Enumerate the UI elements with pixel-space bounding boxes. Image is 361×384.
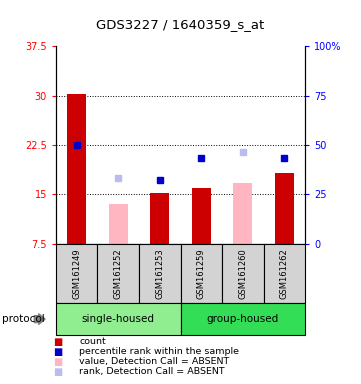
Text: protocol: protocol	[2, 314, 44, 324]
Bar	[109, 204, 127, 244]
Bar	[56, 303, 180, 335]
Text: ■: ■	[53, 337, 62, 347]
Bar	[180, 244, 222, 303]
Bar	[222, 244, 264, 303]
Text: rank, Detection Call = ABSENT: rank, Detection Call = ABSENT	[79, 367, 225, 376]
Bar	[192, 188, 210, 244]
Bar	[97, 244, 139, 303]
Bar	[56, 244, 97, 303]
Text: group-housed: group-housed	[206, 314, 279, 324]
Bar	[68, 94, 86, 244]
Text: GSM161259: GSM161259	[197, 248, 206, 299]
Bar	[275, 173, 293, 244]
Text: percentile rank within the sample: percentile rank within the sample	[79, 347, 239, 356]
Bar	[234, 182, 252, 244]
Text: GSM161260: GSM161260	[238, 248, 247, 299]
Bar	[139, 244, 180, 303]
Text: single-housed: single-housed	[82, 314, 155, 324]
Text: ■: ■	[53, 357, 62, 367]
Text: GSM161253: GSM161253	[155, 248, 164, 299]
Text: GSM161252: GSM161252	[114, 248, 123, 299]
Text: ■: ■	[53, 367, 62, 377]
Text: count: count	[79, 337, 106, 346]
Bar	[151, 193, 169, 244]
Text: ■: ■	[53, 347, 62, 357]
Text: GDS3227 / 1640359_s_at: GDS3227 / 1640359_s_at	[96, 18, 265, 31]
Text: GSM161249: GSM161249	[72, 248, 81, 299]
Text: value, Detection Call = ABSENT: value, Detection Call = ABSENT	[79, 357, 230, 366]
Bar	[180, 303, 305, 335]
Bar	[264, 244, 305, 303]
Text: GSM161262: GSM161262	[280, 248, 289, 299]
